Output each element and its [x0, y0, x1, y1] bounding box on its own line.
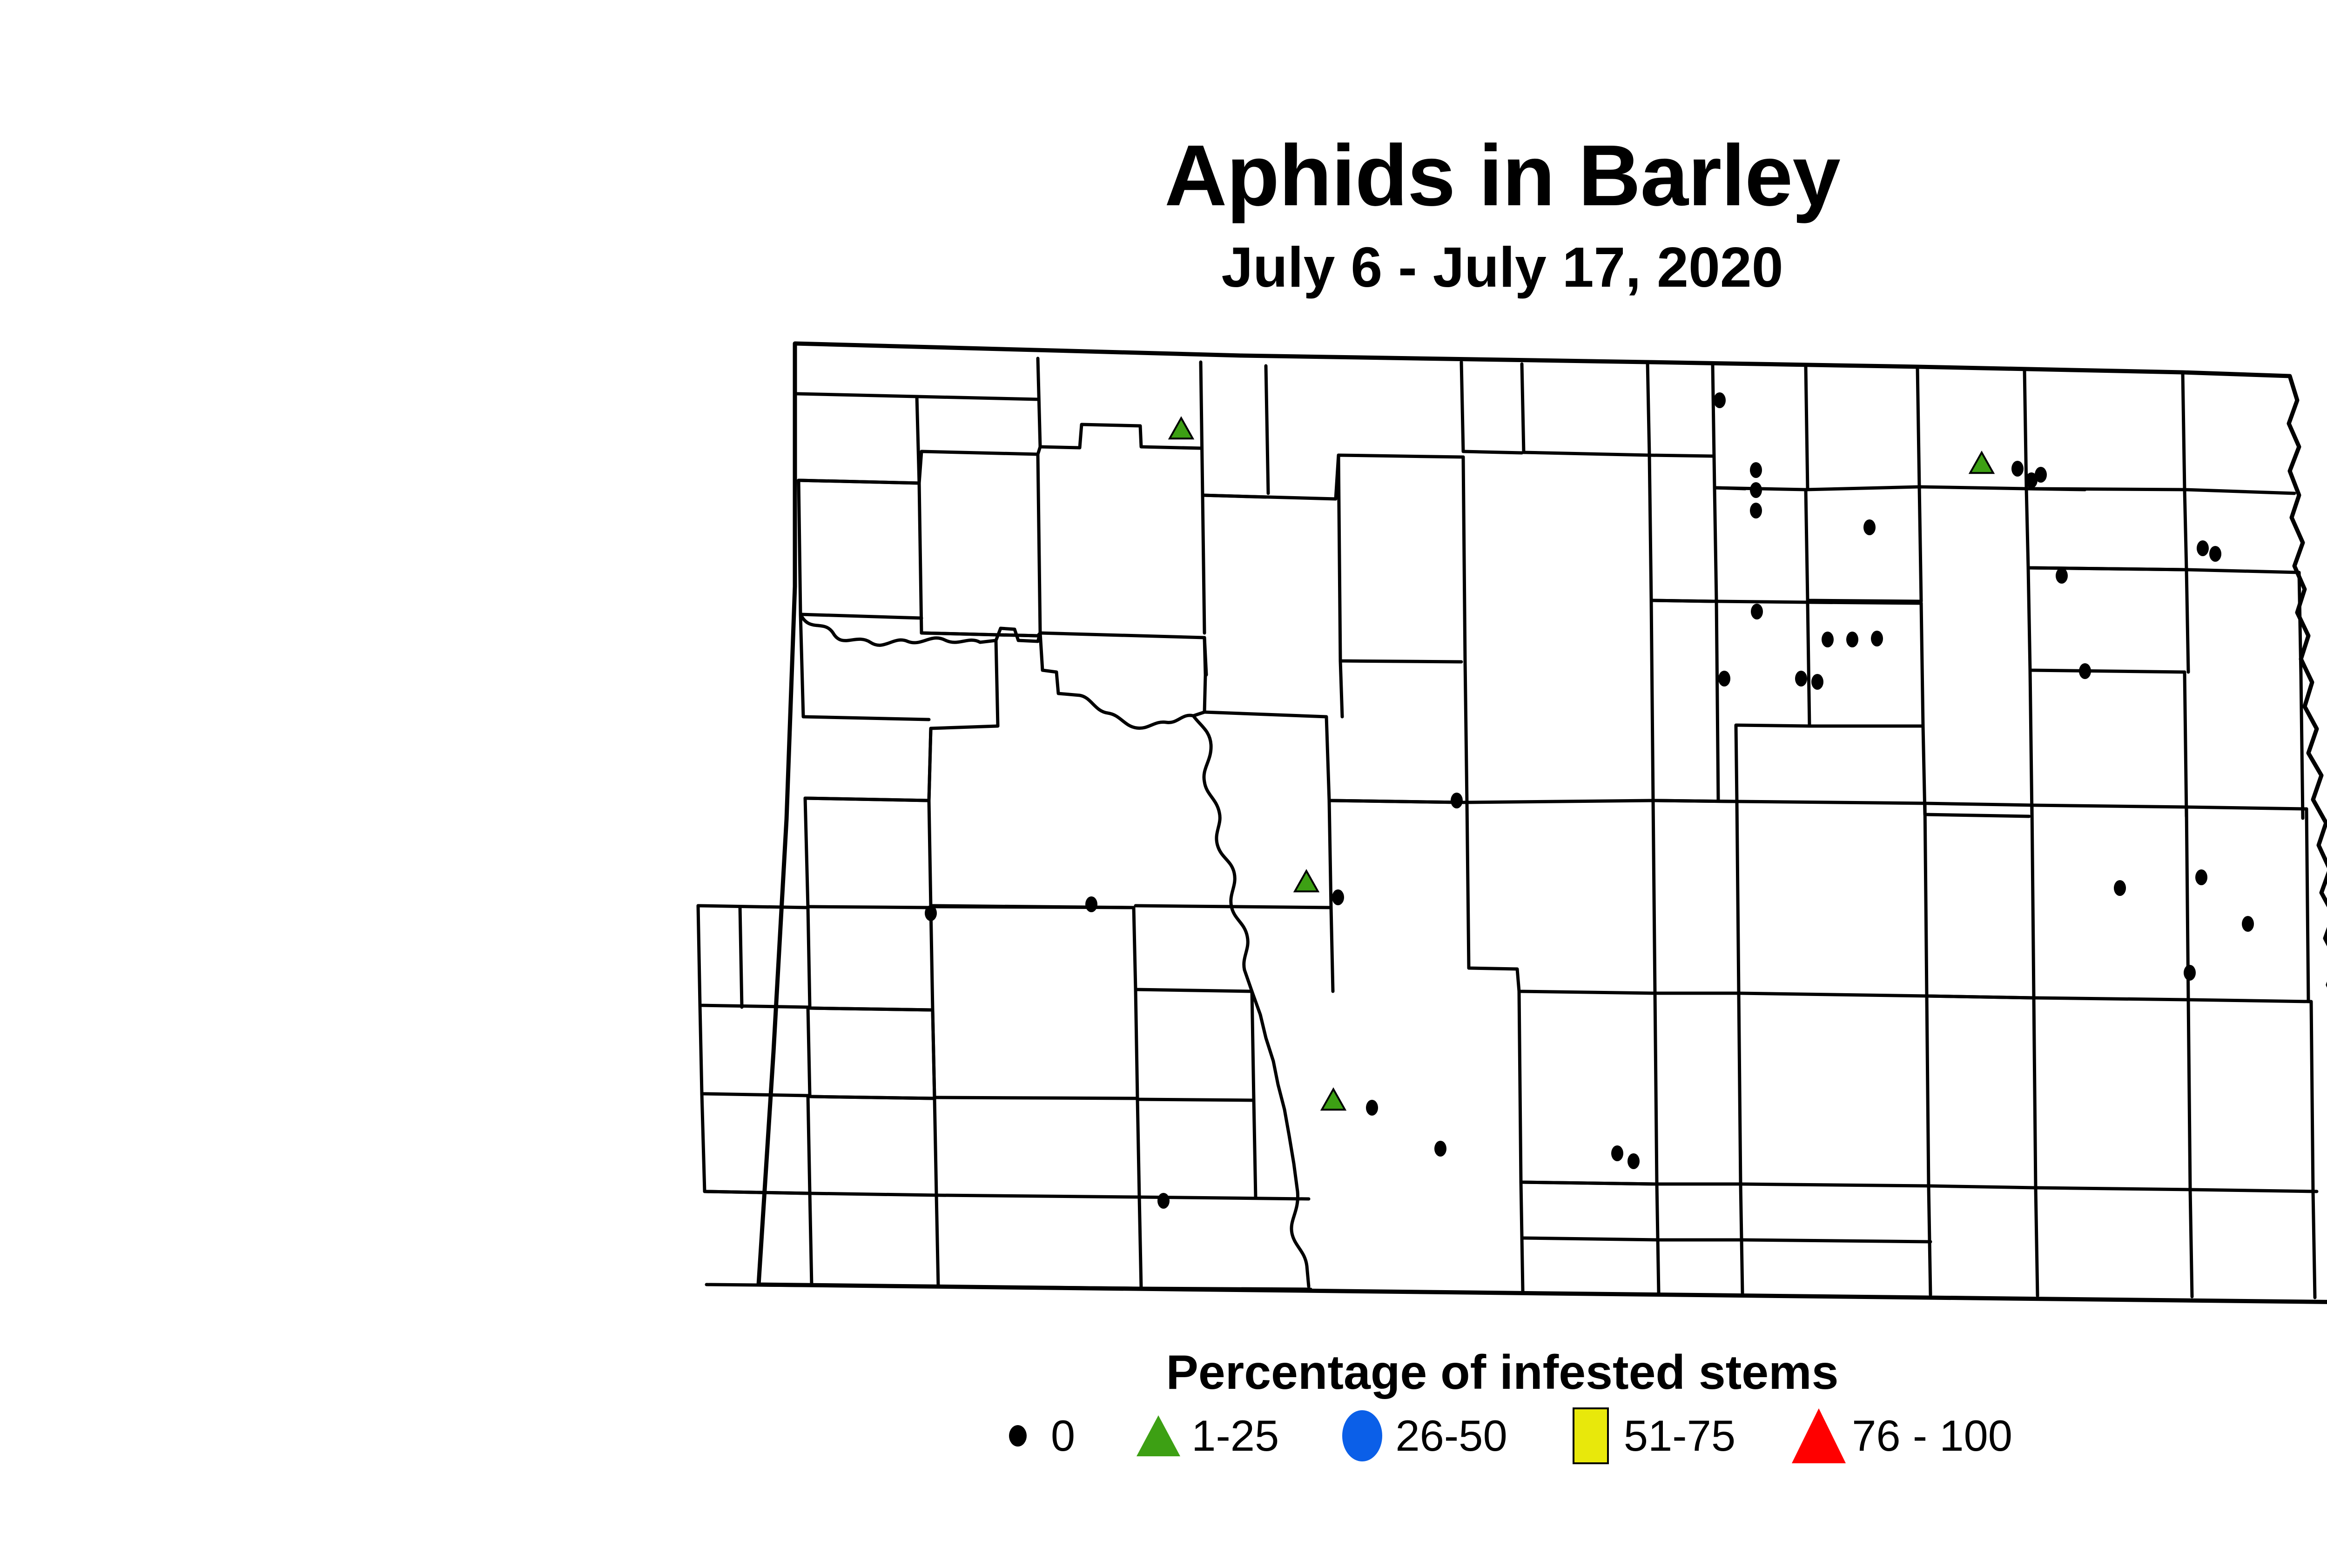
legend: 0 1-25 26-50 51-75 76 - 100	[0, 1406, 2327, 1466]
map-marker-dot	[2011, 461, 2024, 477]
map-marker-dot	[2035, 467, 2047, 483]
page-title: Aphids in Barley	[1164, 128, 1841, 224]
map-marker-dot	[1714, 392, 1726, 408]
north-dakota-county-map	[670, 307, 2327, 1340]
map-marker-dot	[1795, 671, 1807, 686]
map-marker-triangle	[1320, 1087, 1347, 1111]
county-boundaries	[696, 341, 2327, 1304]
map-marker-dot	[1751, 604, 1763, 619]
legend-symbol-circle-small-icon	[992, 1406, 1043, 1466]
map-marker-dot	[1611, 1145, 1623, 1161]
legend-symbol-square-yellow-icon	[1565, 1406, 1616, 1466]
map-marker-dot	[1451, 793, 1463, 808]
map-marker-dot	[1750, 503, 1762, 518]
map-marker-triangle	[1968, 451, 1995, 474]
map-marker-triangle	[1168, 416, 1195, 440]
page-subtitle: July 6 - July 17, 2020	[1221, 236, 1783, 299]
legend-title: Percentage of infested stems	[1166, 1346, 1839, 1400]
legend-label-2: 26-50	[1395, 1411, 1507, 1460]
map-marker-dot	[2025, 472, 2038, 488]
legend-item-1: 1-25	[1133, 1406, 1279, 1466]
map-marker-dot	[2195, 869, 2207, 885]
map-marker-dot	[1157, 1193, 1170, 1209]
map-marker-dot	[1085, 896, 1097, 912]
data-point-layer	[925, 392, 2254, 1209]
legend-label-0: 0	[1050, 1411, 1076, 1460]
map-marker-dot	[1332, 889, 1344, 905]
map-marker-dot	[1434, 1141, 1446, 1157]
map-marker-dot	[2209, 546, 2221, 562]
map-marker-dot	[1750, 462, 1762, 478]
map-marker-dot	[2184, 965, 2196, 981]
map-marker-triangle	[1293, 869, 1320, 893]
legend-symbol-circle-blue-icon	[1337, 1406, 1388, 1466]
map-marker-dot	[2197, 540, 2209, 556]
map-marker-dot	[2079, 663, 2091, 679]
legend-label-4: 76 - 100	[1852, 1411, 2013, 1460]
map-marker-dot	[2056, 568, 2068, 584]
legend-item-0: 0	[992, 1406, 1075, 1466]
legend-label-3: 51-75	[1623, 1411, 1736, 1460]
map-marker-dot	[1750, 482, 1762, 498]
map-marker-dot	[925, 905, 937, 921]
map-marker-dot	[2242, 916, 2254, 932]
legend-item-4: 76 - 100	[1792, 1406, 2013, 1466]
map-marker-dot	[2114, 880, 2126, 896]
map-marker-dot	[1871, 631, 1883, 646]
map-marker-dot	[1366, 1100, 1378, 1116]
legend-label-1: 1-25	[1191, 1411, 1279, 1460]
map-marker-dot	[1863, 519, 1876, 535]
map-marker-dot	[1628, 1153, 1640, 1169]
legend-symbol-triangle-green-icon	[1133, 1406, 1184, 1466]
map-marker-dot	[1846, 632, 1858, 647]
map-marker-dot	[1718, 671, 1730, 686]
legend-symbol-triangle-red-icon	[1792, 1406, 1846, 1466]
map-marker-dot	[1811, 674, 1823, 690]
legend-item-3: 51-75	[1565, 1406, 1735, 1466]
legend-item-2: 26-50	[1337, 1406, 1507, 1466]
map-marker-dot	[1822, 632, 1834, 647]
